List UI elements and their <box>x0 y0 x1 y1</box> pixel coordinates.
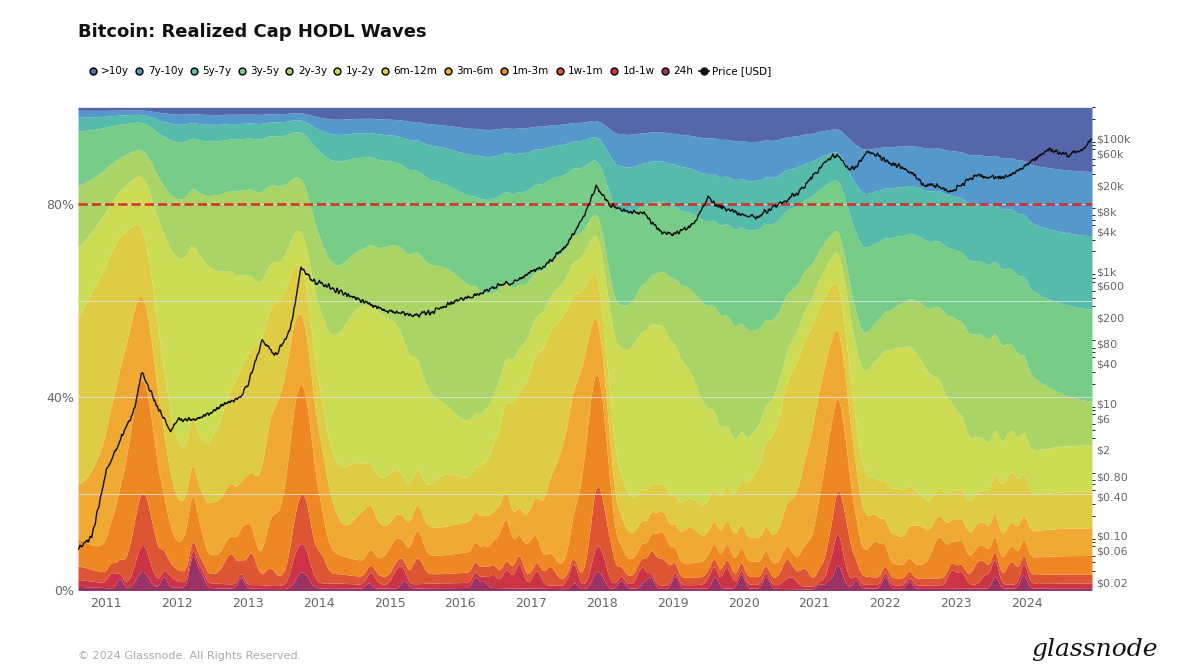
Text: © 2024 Glassnode. All Rights Reserved.: © 2024 Glassnode. All Rights Reserved. <box>78 651 301 661</box>
Text: Bitcoin: Realized Cap HODL Waves: Bitcoin: Realized Cap HODL Waves <box>78 23 427 42</box>
Text: glassnode: glassnode <box>1032 638 1158 661</box>
Legend: >10y, 7y-10y, 5y-7y, 3y-5y, 2y-3y, 1y-2y, 6m-12m, 3m-6m, 1m-3m, 1w-1m, 1d-1w, 24: >10y, 7y-10y, 5y-7y, 3y-5y, 2y-3y, 1y-2y… <box>83 62 775 81</box>
